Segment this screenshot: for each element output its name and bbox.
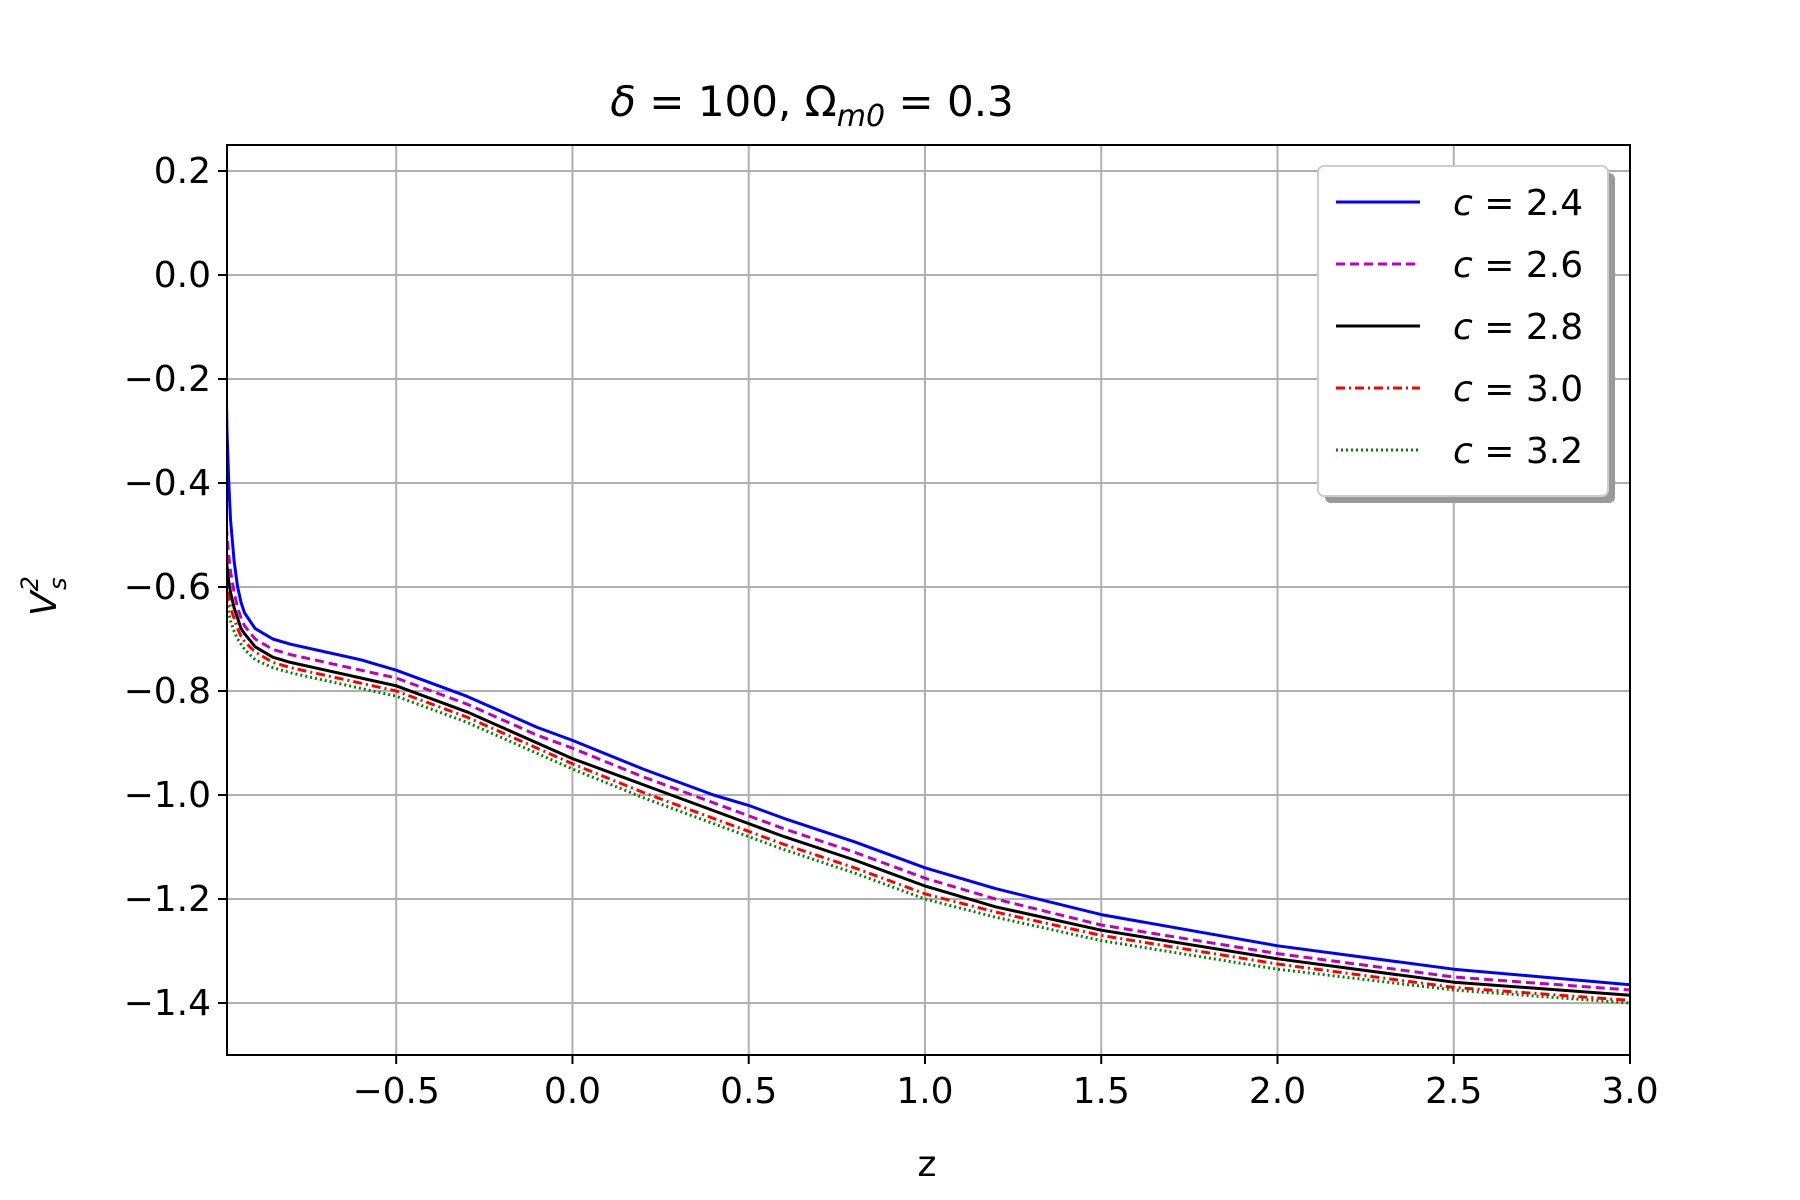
- y-axis-label-base: V: [24, 589, 65, 616]
- legend-label-value: = 2.4: [1473, 183, 1583, 224]
- legend-label-var: c: [1453, 245, 1473, 286]
- legend-box: [1317, 165, 1609, 497]
- legend-label-value: = 3.2: [1473, 431, 1583, 472]
- legend: c = 2.4c = 2.6c = 2.8c = 3.0c = 3.2: [1317, 165, 1615, 503]
- x-axis-ticks: −0.5 0.0 0.5 1.0 1.5 2.0 2.5 3.0: [352, 1055, 1659, 1112]
- series-line-c-3-2: [227, 589, 1630, 1005]
- y-tick-label: −0.8: [124, 671, 211, 712]
- legend-label: c = 2.6: [1453, 245, 1583, 286]
- x-tick-label: 3.0: [1601, 1071, 1658, 1112]
- y-tick-label: 0.2: [154, 151, 211, 192]
- y-axis-label-subscript: s: [44, 578, 72, 591]
- y-tick-label: −0.4: [124, 463, 211, 504]
- y-tick-label: −1.2: [124, 879, 211, 920]
- legend-label-var: c: [1453, 183, 1473, 224]
- x-tick-label: 0.5: [720, 1071, 777, 1112]
- x-tick-label: 0.0: [544, 1071, 601, 1112]
- plot-frame: [226, 144, 1631, 1056]
- legend-label: c = 3.0: [1453, 369, 1583, 410]
- series-lines: [227, 344, 1630, 1005]
- y-axis-label: V2s: [16, 576, 72, 616]
- x-axis-label: z: [918, 1144, 937, 1185]
- legend-label: c = 3.2: [1453, 431, 1583, 472]
- series-line-c-2-4: [227, 344, 1630, 987]
- legend-label: c = 2.8: [1453, 307, 1583, 348]
- title-mid: = 100, Ω: [636, 77, 837, 126]
- x-tick-label: 1.5: [1073, 1071, 1130, 1112]
- x-tick-label: 2.0: [1249, 1071, 1306, 1112]
- legend-label-value: = 3.0: [1473, 369, 1583, 410]
- x-tick-label: 2.5: [1425, 1071, 1482, 1112]
- legend-label-var: c: [1453, 369, 1473, 410]
- x-tick-label: −0.5: [352, 1071, 439, 1112]
- title-suffix: = 0.3: [885, 77, 1014, 126]
- y-axis-ticks: 0.2 0.0 −0.2 −0.4 −0.6 −0.8 −1.0 −1.2 −1.4: [124, 151, 227, 1024]
- legend-label: c = 2.4: [1453, 183, 1583, 224]
- legend-label-value: = 2.6: [1473, 245, 1583, 286]
- series-line-c-2-8: [227, 548, 1630, 997]
- grid: [227, 145, 1631, 1055]
- y-tick-label: 0.0: [154, 255, 211, 296]
- chart-title: δ = 100, Ωm0 = 0.3: [610, 77, 1014, 134]
- title-delta: δ: [610, 77, 636, 126]
- legend-label-var: c: [1453, 431, 1473, 472]
- y-tick-label: −1.0: [124, 775, 211, 816]
- series-line-c-3-0: [227, 569, 1630, 1002]
- legend-label-value: = 2.8: [1473, 307, 1583, 348]
- legend-items: c = 2.4c = 2.6c = 2.8c = 3.0c = 3.2: [1336, 183, 1583, 472]
- series-line-c-2-6: [227, 508, 1630, 992]
- y-tick-label: −1.4: [124, 983, 211, 1024]
- y-tick-label: −0.2: [124, 359, 211, 400]
- y-axis-label-superscript: 2: [16, 576, 44, 591]
- title-subscript: m0: [837, 99, 885, 134]
- y-tick-label: −0.6: [124, 567, 211, 608]
- legend-label-var: c: [1453, 307, 1473, 348]
- x-tick-label: 1.0: [896, 1071, 953, 1112]
